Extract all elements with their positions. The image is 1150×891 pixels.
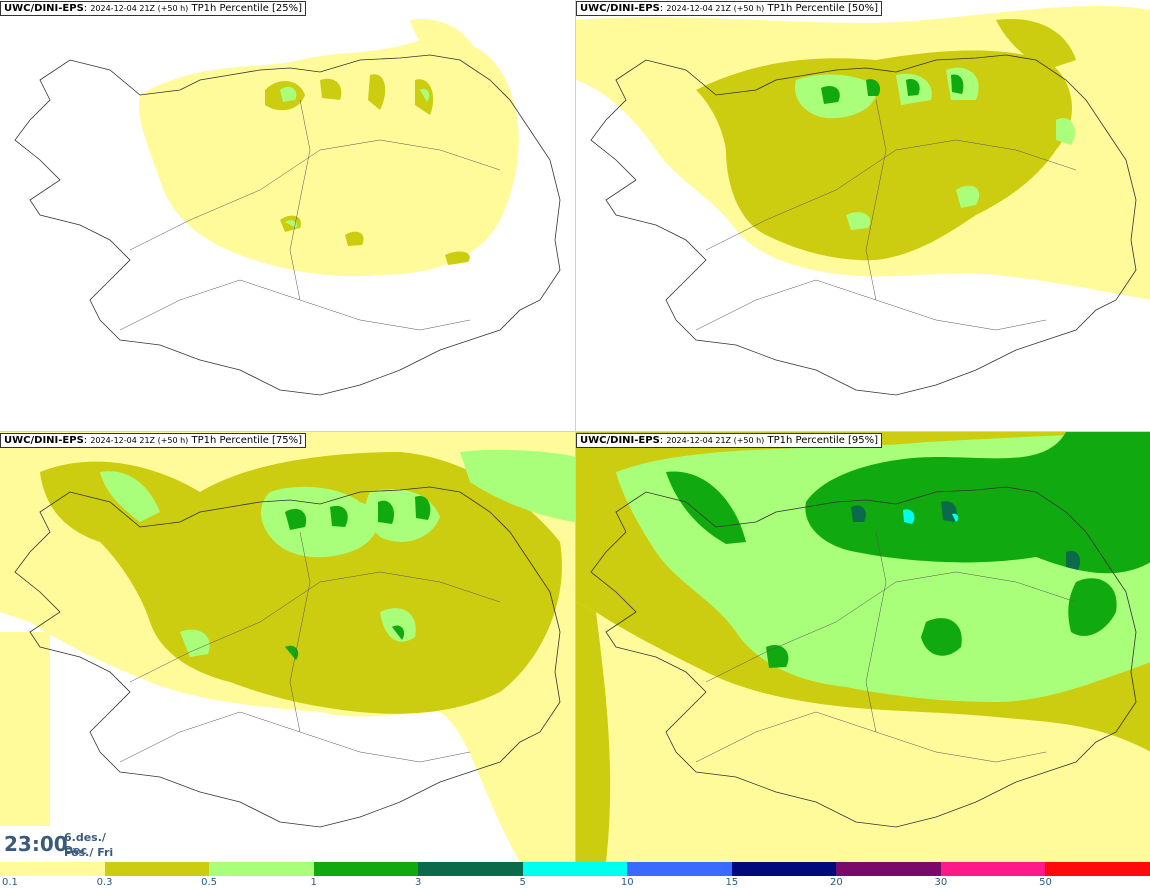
colorbar-label: 10 [620, 877, 634, 888]
coastline [14, 486, 561, 828]
model-name: UWC/DINI-EPS [580, 3, 660, 14]
colorbar-segment [209, 862, 314, 876]
panel-title: UWC/DINI-EPS: 2024-12-04 21Z (+50 h) TP1… [576, 433, 883, 448]
precip-map-p95 [576, 432, 1150, 862]
roads [695, 99, 1077, 331]
colorbar-label: 0.1 [2, 877, 18, 888]
precip-fill-mid [696, 19, 1076, 261]
map-panel-p75: UWC/DINI-EPS: 2024-12-04 21Z (+50 h) TP1… [0, 432, 575, 862]
precip-map-p50 [576, 5, 1150, 396]
colorbar-segment [0, 862, 105, 876]
colorbar-label: 5 [519, 877, 526, 888]
valid-date-line1: 6.des./ Dec [64, 831, 106, 857]
coastline [590, 486, 1137, 828]
precip-fill-heavy [666, 432, 1150, 668]
valid-time-box: 23:00 6.des./ Dec Fös./ Fri [0, 826, 130, 862]
colorbar-segment [313, 862, 419, 876]
model-name: UWC/DINI-EPS [4, 3, 84, 14]
colorbar-label: 15 [725, 877, 739, 888]
precip-fill-mid [265, 74, 470, 265]
roads [119, 531, 501, 763]
panel-title: UWC/DINI-EPS: 2024-12-04 21Z (+50 h) TP1… [0, 433, 307, 448]
precip-fill-heavy [821, 74, 964, 104]
colorbar-segment [1045, 862, 1150, 876]
roads [119, 99, 501, 331]
precip-colorbar [0, 862, 1150, 876]
run-time: 2024-12-04 21Z (+50 h) [666, 4, 765, 13]
colorbar-labels: 0.1 0.3 0.5 1 3 5 10 15 20 30 50 [0, 876, 1150, 891]
precip-map-p25 [14, 19, 561, 396]
colorbar-label: 0.3 [96, 877, 113, 888]
panel-title: UWC/DINI-EPS: 2024-12-04 21Z (+50 h) TP1… [576, 1, 883, 16]
roads [695, 531, 1077, 763]
valid-time-clock: 23:00 [4, 832, 68, 856]
map-panel-p25: UWC/DINI-EPS: 2024-12-04 21Z (+50 h) TP1… [0, 0, 575, 430]
precip-map-p75 [0, 432, 575, 862]
precip-fill-high [280, 86, 430, 228]
map-panel-p95: UWC/DINI-EPS: 2024-12-04 21Z (+50 h) TP1… [576, 432, 1150, 862]
precip-fill-extreme [903, 509, 959, 524]
model-name: UWC/DINI-EPS [4, 435, 84, 446]
colorbar-label: 3 [414, 877, 422, 888]
field-name: TP1h Percentile [95%] [767, 435, 879, 446]
map-panel-p50: UWC/DINI-EPS: 2024-12-04 21Z (+50 h) TP1… [576, 0, 1150, 430]
colorbar-label: 20 [829, 877, 843, 888]
colorbar-segment [104, 862, 210, 876]
colorbar-segment [627, 862, 732, 876]
colorbar-label: 50 [1039, 877, 1052, 888]
valid-date-line2: Fös./ Fri [64, 846, 114, 859]
colorbar-label: 30 [934, 877, 948, 888]
colorbar-segment [940, 862, 1046, 876]
field-name: TP1h Percentile [75%] [191, 435, 303, 446]
run-time: 2024-12-04 21Z (+50 h) [666, 436, 765, 445]
run-time: 2024-12-04 21Z (+50 h) [90, 436, 189, 445]
field-name: TP1h Percentile [50%] [767, 3, 879, 14]
model-name: UWC/DINI-EPS [580, 435, 660, 446]
precip-fill-heavy [285, 496, 431, 660]
panel-title: UWC/DINI-EPS: 2024-12-04 21Z (+50 h) TP1… [0, 1, 307, 16]
field-name: TP1h Percentile [25%] [191, 3, 303, 14]
precip-fill-high [100, 449, 575, 657]
colorbar-segment [522, 862, 628, 876]
colorbar-segment [836, 862, 941, 876]
colorbar-segment [418, 862, 523, 876]
panel-divider-horizontal [0, 431, 1150, 432]
run-time: 2024-12-04 21Z (+50 h) [90, 4, 189, 13]
precip-fill-low [139, 19, 519, 277]
precip-fill-very-heavy [851, 501, 1081, 570]
coastline [590, 54, 1137, 396]
colorbar-segment [731, 862, 837, 876]
coastline [14, 54, 561, 396]
colorbar-label: 0.5 [201, 877, 218, 888]
colorbar-label: 1 [310, 877, 317, 888]
